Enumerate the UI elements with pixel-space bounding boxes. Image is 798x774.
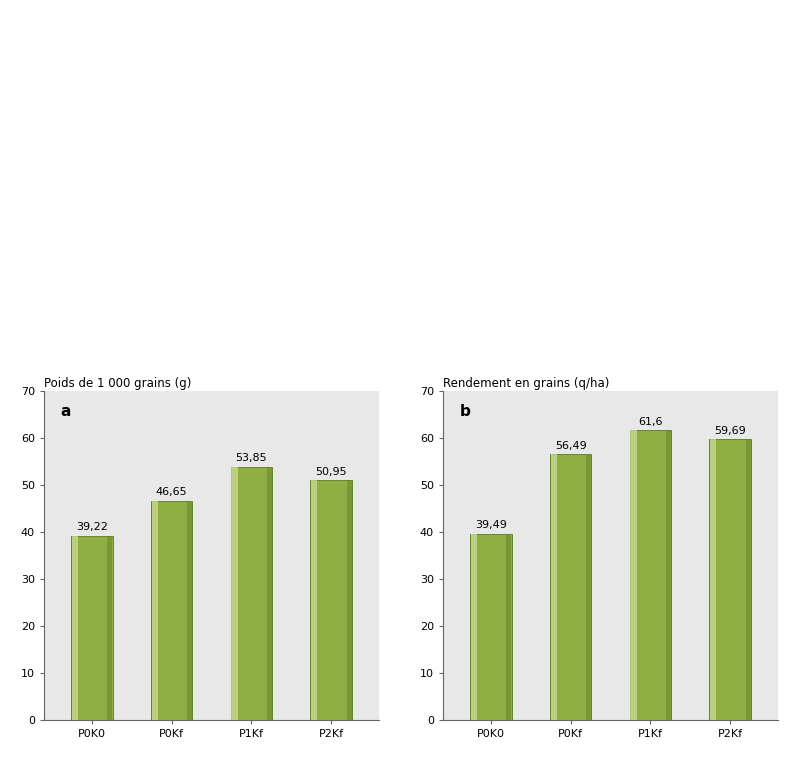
Bar xyxy=(709,440,751,720)
Bar xyxy=(152,501,158,720)
Bar xyxy=(310,481,352,720)
Bar xyxy=(231,467,272,720)
Text: Rendement en grains (q/ha): Rendement en grains (q/ha) xyxy=(443,377,609,389)
Bar xyxy=(630,430,671,720)
Text: 39,22: 39,22 xyxy=(76,522,108,532)
Text: 61,6: 61,6 xyxy=(638,416,662,426)
Bar xyxy=(267,467,271,720)
Text: 46,65: 46,65 xyxy=(156,487,188,497)
Text: b: b xyxy=(460,404,471,419)
Bar xyxy=(346,481,351,720)
Text: Poids de 1 000 grains (g): Poids de 1 000 grains (g) xyxy=(44,377,192,389)
Text: 39,49: 39,49 xyxy=(475,520,507,530)
Bar xyxy=(151,501,192,720)
Bar xyxy=(710,440,717,720)
Text: 53,85: 53,85 xyxy=(235,453,267,463)
Bar xyxy=(506,534,511,720)
Bar xyxy=(550,454,591,720)
Bar xyxy=(666,430,670,720)
Bar xyxy=(551,454,557,720)
Bar xyxy=(187,501,192,720)
Bar xyxy=(107,536,112,720)
Text: 59,69: 59,69 xyxy=(714,426,746,436)
Text: 56,49: 56,49 xyxy=(555,440,587,450)
Bar xyxy=(745,440,750,720)
Text: a: a xyxy=(61,404,71,419)
Bar xyxy=(72,536,78,720)
Bar xyxy=(311,481,318,720)
Bar xyxy=(586,454,591,720)
Bar xyxy=(470,534,512,720)
Bar xyxy=(630,430,637,720)
Bar xyxy=(231,467,238,720)
Text: 50,95: 50,95 xyxy=(315,467,347,477)
Bar xyxy=(471,534,477,720)
Bar xyxy=(71,536,113,720)
